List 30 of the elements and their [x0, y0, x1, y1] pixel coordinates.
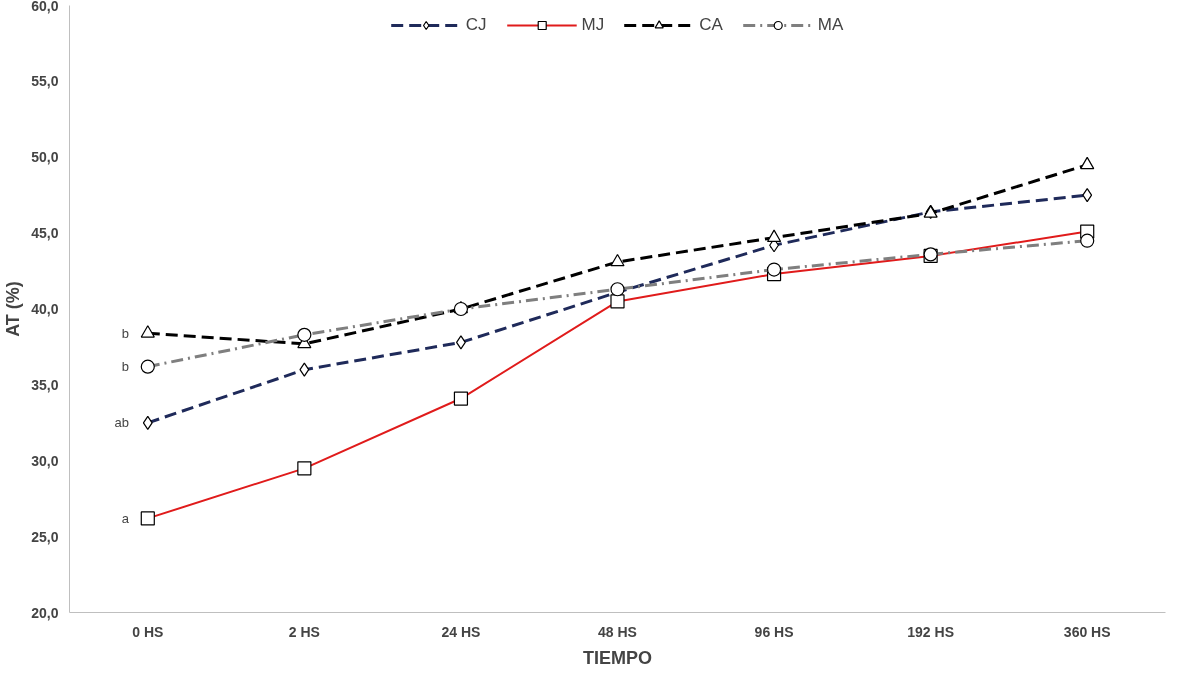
- legend-label: MJ: [581, 15, 605, 35]
- y-tick-label: 20,0: [31, 604, 59, 621]
- annotation: a: [121, 510, 130, 526]
- y-tick-label: 45,0: [31, 225, 59, 242]
- x-tick-label: 0 HS: [132, 623, 164, 640]
- x-tick-label: 48 HS: [598, 623, 637, 640]
- point: [766, 229, 782, 243]
- x-tick-label: 192 HS: [907, 623, 954, 640]
- annotation: b: [121, 325, 129, 341]
- y-axis-title: AT (%): [3, 281, 24, 337]
- y-tick-label: 25,0: [31, 528, 59, 545]
- annotation: b: [121, 359, 129, 375]
- y-tick-label: 30,0: [31, 452, 59, 469]
- y-tick-label: 35,0: [31, 376, 59, 393]
- point: [1080, 156, 1095, 170]
- legend-label: CA: [699, 15, 723, 35]
- point: [140, 325, 155, 338]
- y-tick-label: 60,0: [31, 0, 59, 14]
- y-tick-label: 50,0: [31, 149, 59, 166]
- legend-label: MA: [817, 15, 844, 35]
- x-axis-title: TIEMPO: [583, 647, 653, 668]
- x-tick-label: 24 HS: [441, 623, 481, 640]
- y-tick-label: 55,0: [31, 73, 59, 90]
- legend-label: CJ: [465, 15, 487, 35]
- point: [610, 253, 625, 267]
- annotation: ab: [114, 415, 130, 431]
- x-tick-label: 96 HS: [754, 623, 794, 640]
- x-tick-label: 2 HS: [288, 623, 320, 640]
- y-tick-label: 40,0: [31, 301, 59, 317]
- x-tick-label: 360 HS: [1063, 623, 1111, 640]
